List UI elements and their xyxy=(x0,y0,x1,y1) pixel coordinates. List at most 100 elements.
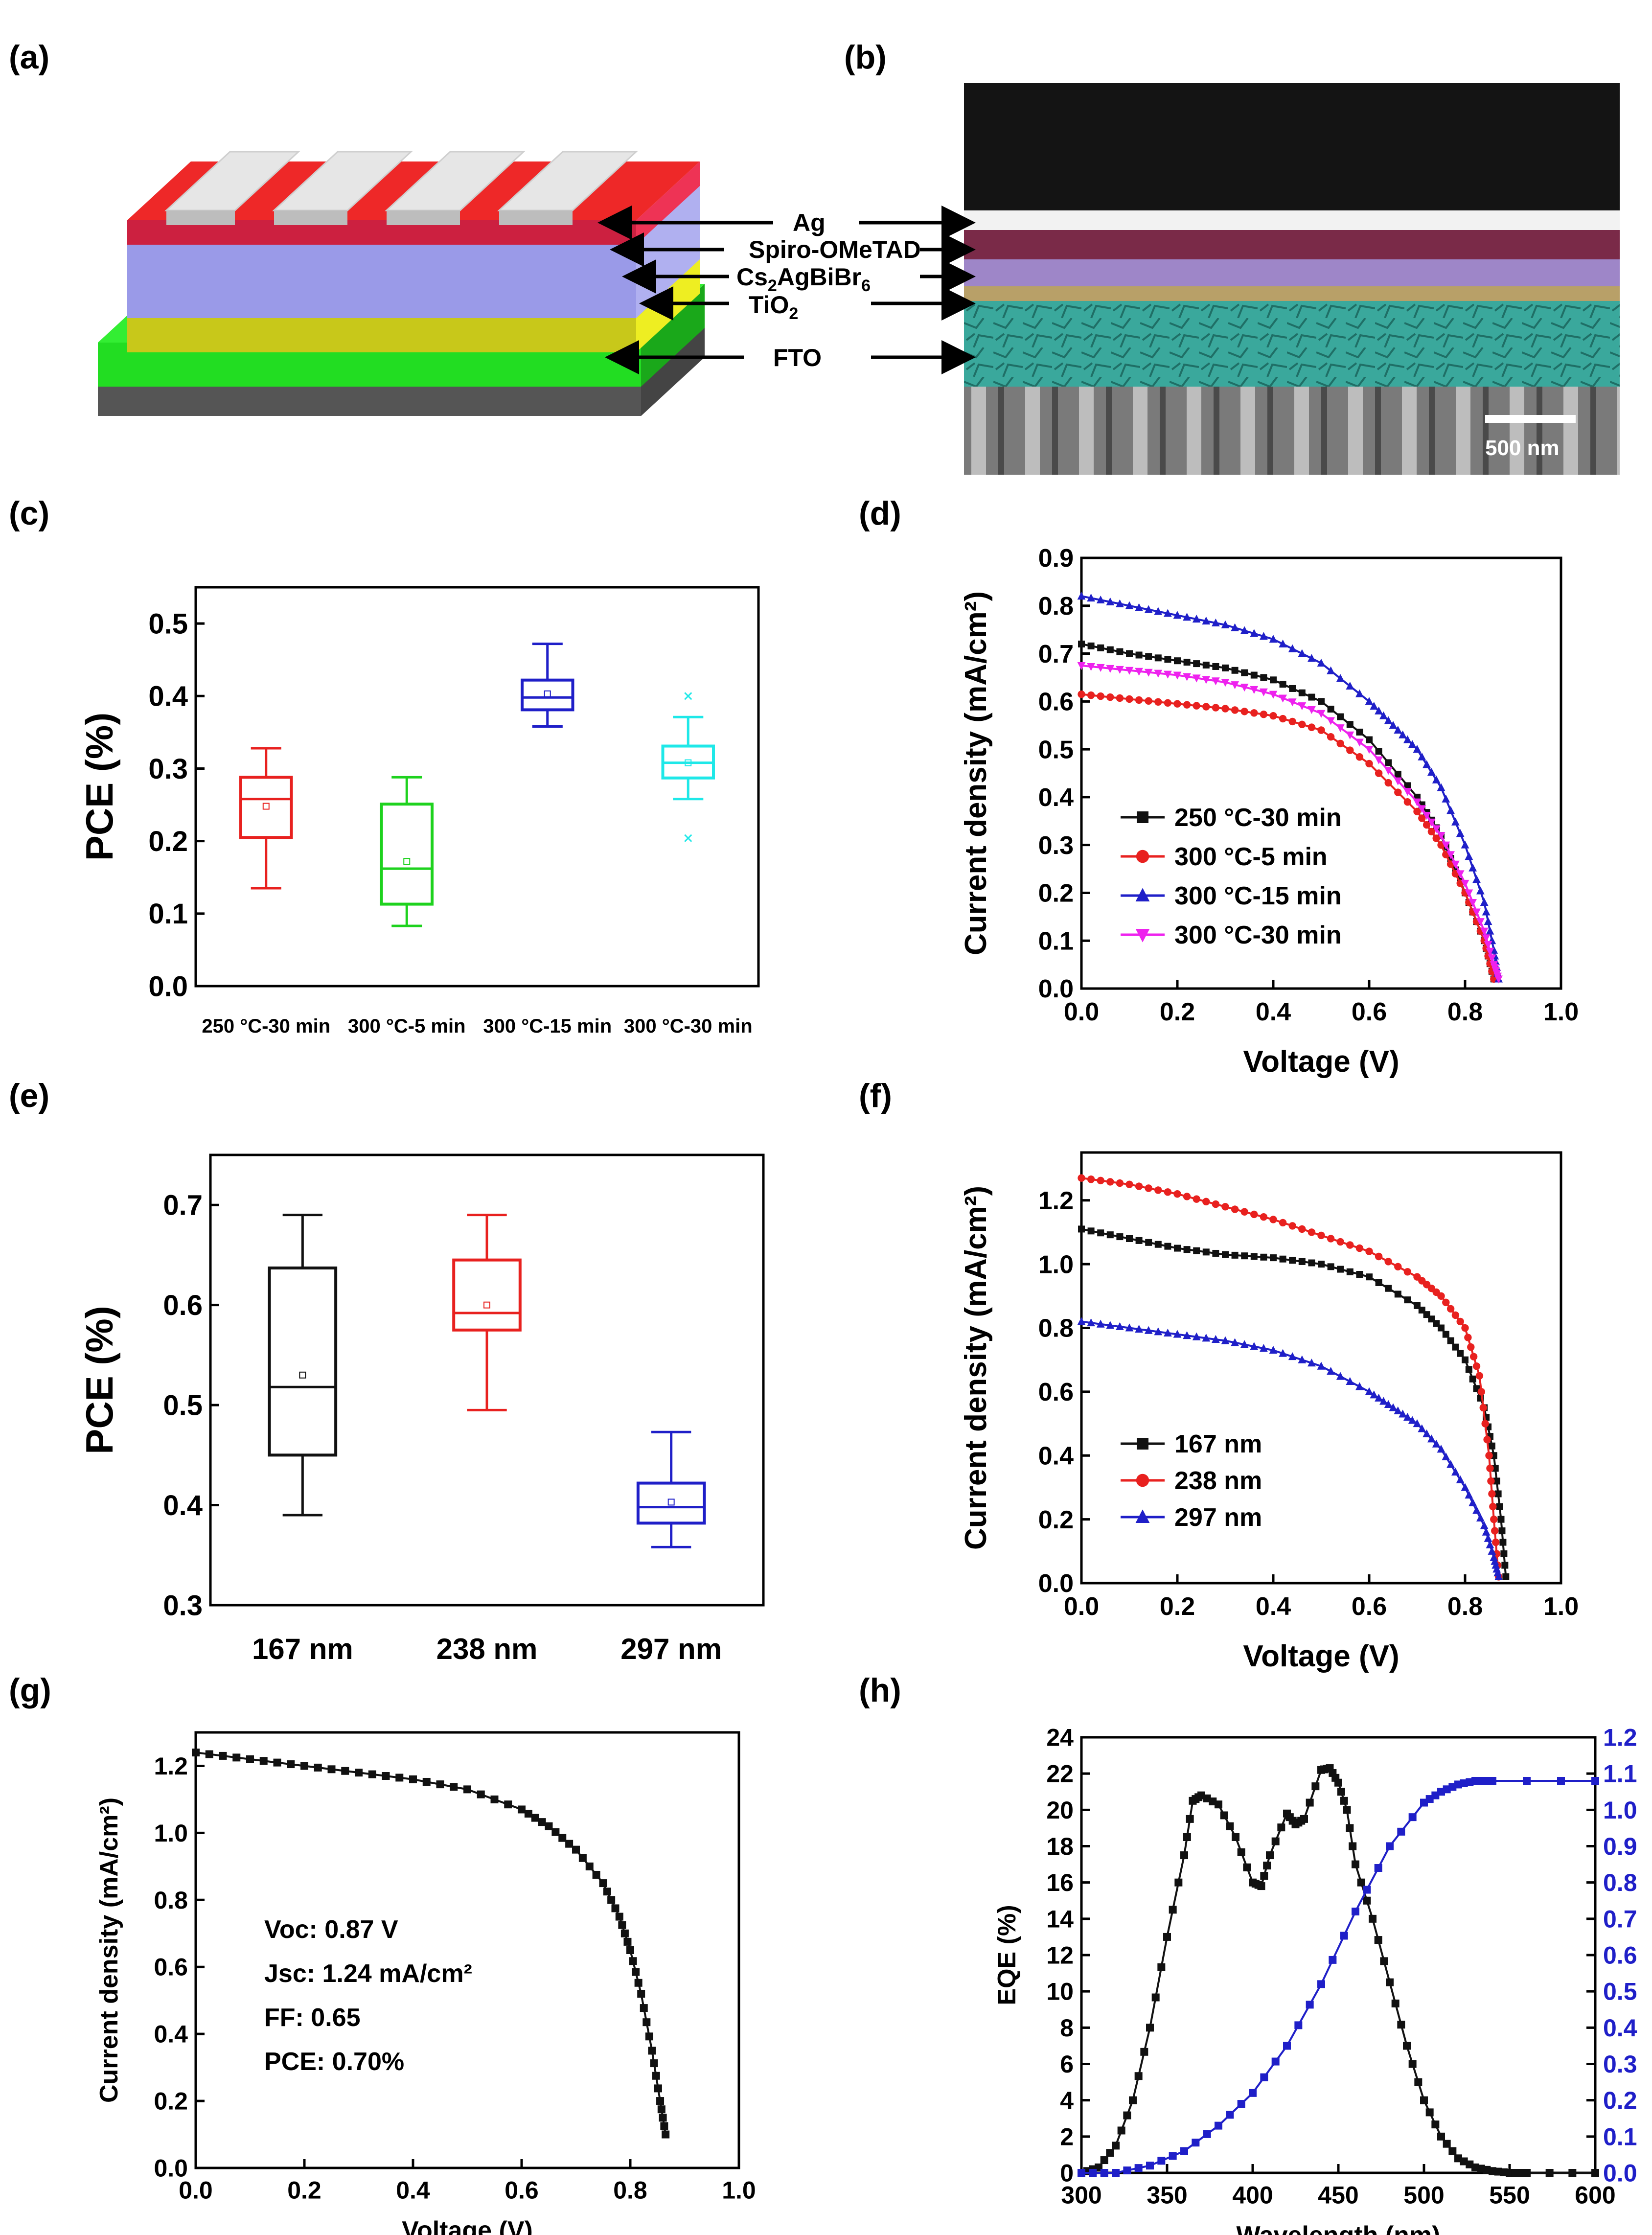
data-point xyxy=(1427,828,1436,835)
data-point xyxy=(1366,736,1373,743)
data-point xyxy=(1106,1178,1114,1186)
data-point xyxy=(1202,1198,1210,1206)
data-point xyxy=(1355,753,1364,761)
data-point xyxy=(1374,1936,1382,1944)
data-point xyxy=(1097,1176,1104,1185)
data-point xyxy=(1355,738,1364,747)
y2-tick-label: 0.2 xyxy=(1603,2087,1637,2114)
data-point xyxy=(1365,760,1373,768)
data-point xyxy=(1270,676,1277,684)
data-point xyxy=(1366,1273,1373,1281)
data-point xyxy=(1212,704,1220,712)
data-point xyxy=(355,1769,363,1777)
data-point xyxy=(1125,1180,1133,1188)
data-point xyxy=(1077,592,1086,600)
data-point xyxy=(1123,2111,1131,2120)
data-point xyxy=(1389,1403,1398,1411)
box-2 xyxy=(636,1430,706,1548)
legend-label: 238 nm xyxy=(1174,1467,1262,1495)
data-point xyxy=(1078,641,1085,647)
chart-f-jv-thickness: 0.0 0.2 0.4 0.6 0.8 1.0 1.2 0.0 0.2 0.4 0.6 0.8 1.0 C… xyxy=(959,1151,1579,1673)
data-point xyxy=(1486,1540,1494,1548)
data-point xyxy=(524,1810,532,1818)
data-point xyxy=(1164,1328,1172,1336)
x-tick-label: 500 xyxy=(1403,2182,1444,2209)
data-point xyxy=(1363,1886,1371,1894)
data-point xyxy=(1260,1213,1268,1221)
data-point xyxy=(1336,1238,1344,1246)
data-point xyxy=(558,1834,567,1842)
sem-tio2-layer xyxy=(964,286,1620,301)
data-point xyxy=(1337,713,1344,720)
data-point xyxy=(1346,721,1354,728)
data-point xyxy=(1192,615,1201,623)
data-point xyxy=(1336,674,1345,682)
y-tick-label: 2 xyxy=(1060,2123,1074,2150)
data-point xyxy=(1442,1331,1449,1338)
panel-label-g: (g) xyxy=(9,1672,51,1709)
data-point xyxy=(1370,1390,1378,1399)
data-point xyxy=(1365,1387,1374,1395)
data-point xyxy=(219,1751,227,1760)
data-point xyxy=(1134,2164,1143,2172)
data-point xyxy=(1464,1334,1472,1341)
ag-finger-front-4 xyxy=(499,210,573,225)
data-point xyxy=(477,1790,485,1798)
y2-tick-label: 0.4 xyxy=(1603,2014,1637,2042)
data-point xyxy=(1403,735,1412,743)
data-point xyxy=(656,2097,665,2105)
series-0 xyxy=(1078,1764,1599,2177)
data-point xyxy=(1183,701,1191,709)
data-point xyxy=(1374,1864,1382,1872)
data-point xyxy=(1087,642,1095,649)
y-tick-label: 24 xyxy=(1046,1724,1074,1751)
data-point xyxy=(1145,1184,1152,1192)
data-point xyxy=(1523,2169,1531,2177)
data-point xyxy=(1442,841,1450,850)
data-point xyxy=(1193,1247,1200,1254)
data-point xyxy=(1336,739,1344,748)
data-point xyxy=(1289,1257,1296,1264)
callout-fto: FTO xyxy=(773,344,822,371)
data-point xyxy=(1317,726,1325,734)
data-point xyxy=(1173,611,1182,619)
x-tick-label: 0.0 xyxy=(1064,998,1099,1026)
data-point xyxy=(395,1774,404,1782)
y-tick-label: 0.3 xyxy=(148,753,188,785)
data-point xyxy=(1144,668,1153,677)
data-point xyxy=(1365,746,1374,754)
data-point xyxy=(1126,650,1133,657)
data-point xyxy=(1126,1235,1133,1242)
data-point xyxy=(1327,1367,1335,1375)
data-point xyxy=(1212,663,1219,670)
data-point xyxy=(1250,709,1258,717)
panel-label-b: (b) xyxy=(844,39,887,76)
y-tick-label: 0.3 xyxy=(163,1590,203,1621)
data-point xyxy=(1488,1490,1496,1498)
scale-bar-label: 500 nm xyxy=(1485,436,1560,460)
data-point xyxy=(246,1755,254,1763)
data-point xyxy=(1451,1468,1460,1476)
data-point xyxy=(1493,1568,1502,1577)
data-point xyxy=(1116,1322,1124,1330)
data-point xyxy=(1232,1833,1239,1841)
data-point xyxy=(1363,1896,1371,1905)
data-point xyxy=(1451,817,1460,826)
data-point xyxy=(1250,686,1259,694)
y-axis-label: Current density (mA/cm²) xyxy=(95,1797,123,2103)
data-point xyxy=(1077,1317,1086,1325)
data-point xyxy=(1494,975,1503,984)
data-point xyxy=(1408,2060,1417,2068)
data-point xyxy=(1174,1244,1181,1252)
data-point xyxy=(1180,2147,1188,2155)
data-point xyxy=(1418,1424,1426,1432)
y-tick-label: 0.2 xyxy=(1038,1506,1074,1534)
y-tick-label: 0.5 xyxy=(1038,736,1074,764)
x-tick-label: 450 xyxy=(1318,2182,1358,2209)
series-1 xyxy=(1078,1777,1599,2177)
box-iqr xyxy=(452,1258,522,1332)
data-point xyxy=(1480,898,1489,906)
data-point xyxy=(1346,1377,1354,1385)
data-point xyxy=(1467,1343,1475,1351)
